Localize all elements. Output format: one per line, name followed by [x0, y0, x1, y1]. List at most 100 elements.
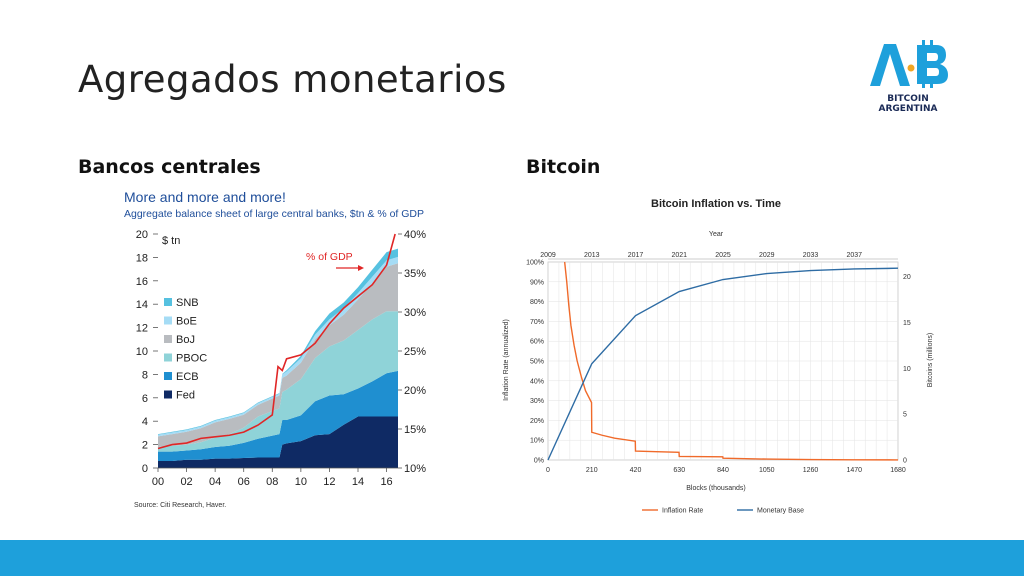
bitcoin-chart-svg: Bitcoin Inflation vs. Time Year Blocks (… [503, 198, 934, 515]
btc-x2-tick-label: 2029 [759, 252, 775, 259]
cb-area-pboc [158, 311, 398, 452]
cb-legend-label-pboc: PBOC [176, 353, 207, 365]
btc-x-tick-label: 0 [546, 467, 550, 474]
cb-x-tick-label: 06 [238, 476, 250, 488]
btc-title: Bitcoin Inflation vs. Time [651, 198, 781, 210]
cb-gdp-line [157, 233, 396, 450]
btc-x-tick-label: 210 [586, 467, 598, 474]
btc-y-tick-label: 40% [530, 378, 544, 385]
cb-legend-swatch-boj [164, 335, 172, 343]
cb-legend-label-ecb: ECB [176, 371, 199, 383]
btc-xlabel: Blocks (thousands) [686, 485, 746, 492]
cb-y2-tick-label: 25% [404, 346, 426, 358]
cb-y-tick-label: 18 [136, 252, 148, 264]
btc-y-tick-label: 90% [530, 279, 544, 286]
cb-legend-swatch-boe [164, 316, 172, 325]
cb-x-tick-label: 08 [266, 476, 278, 488]
btc-y-tick-label: 80% [530, 299, 544, 306]
btc-y-tick-label: 100% [526, 260, 544, 267]
cb-legend-swatch-snb [164, 298, 172, 306]
btc-x2-tick-label: 2009 [540, 252, 556, 259]
btc-x2-tick-label: 2021 [671, 252, 687, 259]
btc-y-tick-label: 20% [530, 418, 544, 425]
btc-x-tick-label: 1680 [890, 467, 906, 474]
bitcoin-chart: Bitcoin Inflation vs. Time Year Blocks (… [496, 190, 948, 520]
cb-y-tick-label: 14 [136, 299, 148, 311]
btc-y2-tick-label: 20 [903, 274, 911, 281]
logo-line1: BITCOIN [887, 94, 929, 104]
cb-y-tick-label: 20 [136, 229, 148, 241]
cb-legend-label-boe: BoE [176, 316, 197, 328]
btc-x-tick-label: 1050 [759, 467, 775, 474]
btc-y2-tick-label: 15 [903, 320, 911, 327]
btc-y-tick-label: 10% [530, 438, 544, 445]
cb-legend-swatch-pboc [164, 353, 172, 362]
btc-series-monetary-base [547, 267, 899, 461]
btc-y-tick-label: 0% [534, 458, 544, 465]
cb-x-tick-label: 04 [209, 476, 221, 488]
btc-series-inflation-rate [563, 261, 899, 461]
cb-legend-label-boj: BoJ [176, 334, 195, 346]
cb-y2-tick-label: 15% [404, 424, 426, 436]
left-heading: Bancos centrales [78, 156, 261, 178]
btc-y-tick-label: 60% [530, 339, 544, 346]
cb-gdp-annotation: % of GDP [306, 251, 353, 263]
cb-y-tick-label: 8 [142, 369, 148, 381]
cb-y-tick-label: 0 [142, 463, 148, 475]
bitcoin-argentina-logo: BITCOIN ARGENTINA [866, 40, 950, 116]
cb-y2-tick-label: 40% [404, 229, 426, 241]
cb-y2-tick-label: 30% [404, 307, 426, 319]
btc-legend-label: Monetary Base [757, 508, 804, 515]
cb-subtitle: Aggregate balance sheet of large central… [124, 208, 424, 220]
cb-y-tick-label: 6 [142, 393, 148, 405]
btc-ylabel: Inflation Rate (annualized) [503, 319, 510, 401]
central-banks-chart-svg: More and more and more! Aggregate balanc… [124, 189, 426, 509]
cb-x-tick-label: 10 [295, 476, 307, 488]
cb-ylabel: $ tn [162, 235, 180, 247]
btc-x2-tick-label: 2013 [584, 252, 600, 259]
btc-y2-tick-label: 0 [903, 458, 907, 465]
cb-y-tick-label: 16 [136, 276, 148, 288]
bottom-accent-bar [0, 540, 1024, 576]
btc-x-tick-label: 1470 [846, 467, 862, 474]
cb-y2-tick-label: 20% [404, 385, 426, 397]
cb-y-tick-label: 2 [142, 440, 148, 452]
btc-y2label: Bitcoins (millions) [927, 333, 934, 387]
cb-area-boe [158, 256, 398, 437]
btc-y-tick-label: 50% [530, 359, 544, 366]
btc-x-tick-label: 840 [717, 467, 729, 474]
cb-y2-tick-label: 10% [404, 463, 426, 475]
cb-legend-label-fed: Fed [176, 390, 195, 402]
btc-y2-tick-label: 5 [903, 412, 907, 419]
cb-legend-label-snb: SNB [176, 297, 199, 309]
cb-y-tick-label: 10 [136, 346, 148, 358]
btc-x-tick-label: 1260 [803, 467, 819, 474]
cb-area-fed [158, 416, 398, 468]
cb-y-tick-label: 12 [136, 323, 148, 335]
slide-title: Agregados monetarios [78, 58, 507, 101]
cb-legend-swatch-ecb [164, 372, 172, 380]
btc-x2-tick-label: 2025 [715, 252, 731, 259]
btc-x-tick-label: 420 [630, 467, 642, 474]
cb-source: Source: Citi Research, Haver. [134, 502, 226, 509]
cb-area-ecb [158, 370, 398, 461]
cb-y2-tick-label: 35% [404, 268, 426, 280]
btc-legend-label: Inflation Rate [662, 508, 703, 515]
cb-title: More and more and more! [124, 189, 286, 205]
btc-y-tick-label: 30% [530, 398, 544, 405]
btc-x2-tick-label: 2033 [803, 252, 819, 259]
btc-y2-tick-label: 10 [903, 366, 911, 373]
btc-x2-tick-label: 2017 [628, 252, 644, 259]
cb-x-tick-label: 00 [152, 476, 164, 488]
logo-icon [870, 40, 948, 88]
cb-annotation-arrowhead [358, 265, 364, 271]
central-banks-chart: More and more and more! Aggregate balanc… [118, 184, 438, 514]
btc-x2-tick-label: 2037 [846, 252, 862, 259]
right-heading: Bitcoin [526, 156, 601, 178]
btc-y-tick-label: 70% [530, 319, 544, 326]
cb-legend-swatch-fed [164, 390, 172, 399]
cb-x-tick-label: 02 [180, 476, 192, 488]
cb-y-tick-label: 4 [142, 416, 148, 428]
btc-year-label: Year [709, 231, 724, 238]
cb-x-tick-label: 16 [380, 476, 392, 488]
